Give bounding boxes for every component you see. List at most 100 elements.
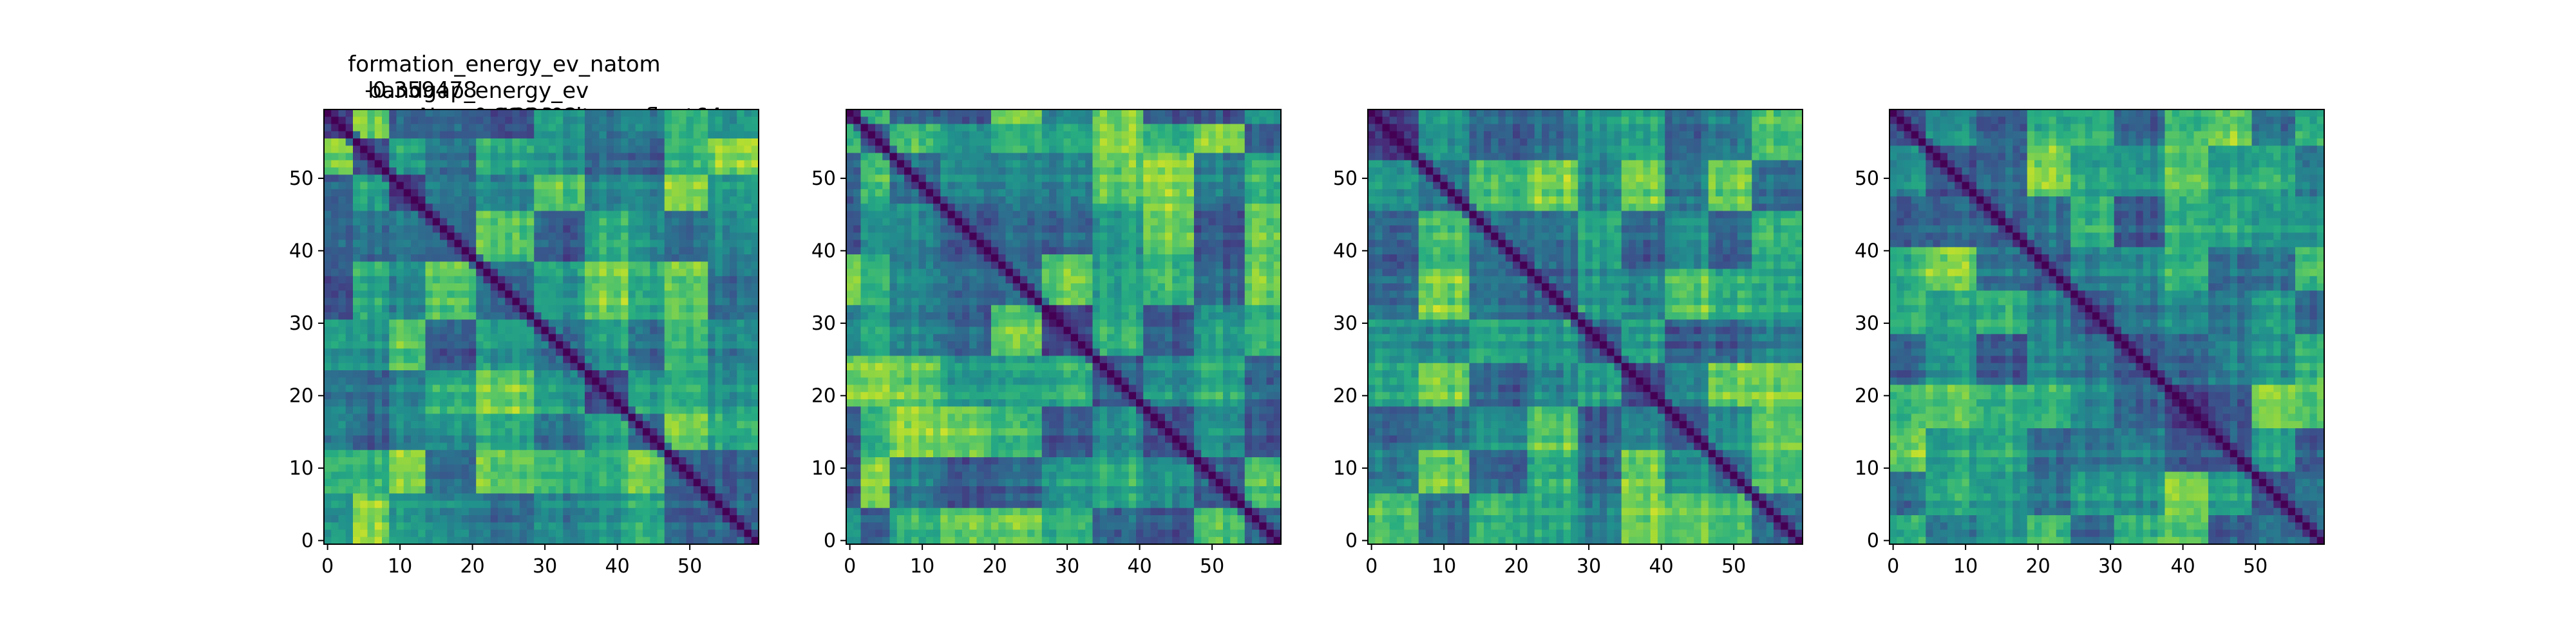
heatmap-cell	[882, 131, 891, 139]
heatmap-cell	[991, 138, 999, 146]
heatmap-cell	[701, 392, 708, 400]
heatmap-cell	[461, 261, 469, 270]
heatmap-cell	[476, 182, 484, 190]
heatmap-cell	[411, 254, 419, 262]
heatmap-cell	[1223, 189, 1231, 197]
heatmap-cell	[541, 515, 549, 523]
heatmap-cell	[469, 204, 477, 212]
heatmap-cell	[1143, 247, 1151, 255]
heatmap-cell	[382, 478, 390, 487]
heatmap-cell	[1092, 117, 1101, 125]
heatmap-cell	[1092, 167, 1101, 175]
heatmap-cell	[469, 167, 477, 175]
heatmap-cell	[389, 413, 397, 422]
heatmap-cell	[389, 124, 397, 132]
heatmap-cell	[1114, 138, 1122, 146]
heatmap-cell	[411, 109, 419, 117]
heatmap-cell	[324, 457, 332, 465]
heatmap-cell	[650, 507, 658, 516]
heatmap-cell	[585, 319, 592, 328]
heatmap-cell	[476, 515, 484, 523]
heatmap-cell	[896, 211, 905, 219]
heatmap-cell	[440, 146, 448, 154]
heatmap-cell	[534, 370, 542, 378]
heatmap-cell	[353, 167, 361, 175]
heatmap-cell	[548, 327, 556, 335]
heatmap-cell	[867, 240, 876, 248]
heatmap-cell	[411, 131, 419, 139]
heatmap-cell	[744, 240, 752, 248]
heatmap-cell	[933, 175, 941, 183]
heatmap-cell	[534, 167, 542, 175]
heatmap-cell	[570, 160, 578, 168]
heatmap-cell	[498, 370, 506, 378]
heatmap-cell	[389, 377, 397, 386]
heatmap-cell	[1070, 189, 1079, 197]
heatmap-cell	[1237, 211, 1245, 219]
heatmap-cell	[744, 319, 752, 328]
heatmap-cell	[367, 428, 375, 436]
heatmap-cell	[353, 182, 361, 190]
heatmap-cell	[918, 189, 927, 197]
heatmap-cell	[483, 457, 491, 465]
heatmap-cell	[353, 138, 361, 146]
heatmap-cell	[708, 471, 716, 480]
heatmap-cell	[904, 232, 912, 241]
heatmap-cell	[367, 421, 375, 429]
heatmap-cell	[418, 298, 426, 306]
heatmap-cell	[1085, 225, 1094, 233]
heatmap-cell	[1114, 204, 1122, 212]
heatmap-cell	[382, 290, 390, 299]
heatmap-cell	[1049, 153, 1057, 161]
heatmap-cell	[548, 392, 556, 400]
heatmap-cell	[693, 182, 701, 190]
heatmap-cell	[737, 529, 745, 538]
heatmap-cell	[534, 232, 542, 241]
heatmap-cell	[490, 124, 498, 132]
heatmap-cell	[585, 167, 592, 175]
heatmap-cell	[432, 442, 440, 451]
heatmap-cell	[527, 189, 535, 197]
heatmap-cell	[621, 442, 629, 451]
heatmap-cell	[476, 471, 484, 480]
heatmap-cell	[374, 536, 383, 545]
heatmap-cell	[635, 435, 643, 444]
heatmap-cell	[389, 500, 397, 509]
heatmap-cell	[440, 232, 448, 241]
heatmap-cell	[1223, 261, 1231, 270]
heatmap-cell	[614, 493, 621, 502]
heatmap-cell	[360, 493, 368, 502]
heatmap-cell	[643, 507, 650, 516]
heatmap-cell	[635, 160, 643, 168]
heatmap-cell	[577, 522, 585, 531]
heatmap-cell	[483, 211, 491, 219]
heatmap-cell	[461, 392, 469, 400]
heatmap-cell	[643, 486, 650, 494]
heatmap-cell	[1230, 117, 1238, 125]
heatmap-cell	[1252, 247, 1260, 255]
heatmap-cell	[548, 131, 556, 139]
heatmap-cell	[505, 146, 513, 154]
heatmap-cell	[657, 428, 665, 436]
heatmap-cell	[411, 204, 419, 212]
heatmap-cell	[599, 464, 607, 473]
heatmap-cell	[983, 240, 992, 248]
heatmap-cell	[737, 182, 745, 190]
heatmap-cell	[483, 529, 491, 538]
heatmap-cell	[418, 471, 426, 480]
heatmap-cell	[722, 175, 730, 183]
heatmap-cell	[527, 355, 535, 364]
heatmap-cell	[411, 124, 419, 132]
heatmap-cell	[360, 428, 368, 436]
heatmap-cell	[1186, 146, 1195, 154]
heatmap-cell	[1078, 167, 1086, 175]
heatmap-cell	[360, 334, 368, 342]
heatmap-cell	[432, 515, 440, 523]
heatmap-cell	[498, 276, 506, 284]
heatmap-cell	[425, 370, 433, 378]
heatmap-cell	[621, 254, 629, 262]
heatmap-cell	[693, 305, 701, 313]
heatmap-cell	[498, 298, 506, 306]
heatmap-cell	[991, 225, 999, 233]
heatmap-cell	[744, 406, 752, 415]
